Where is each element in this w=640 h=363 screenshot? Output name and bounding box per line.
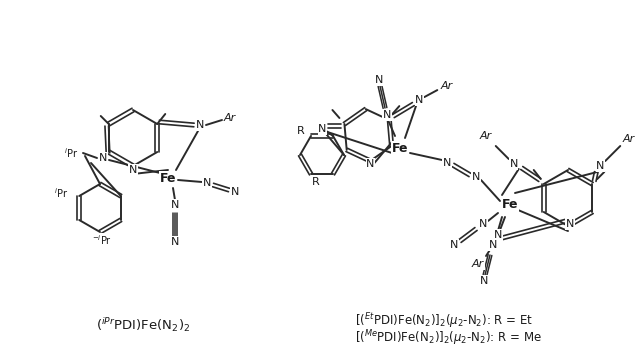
Text: R: R — [297, 126, 305, 136]
Text: Ar: Ar — [472, 259, 484, 269]
Text: N: N — [129, 165, 137, 175]
Text: Ar: Ar — [622, 134, 634, 144]
Text: N: N — [472, 172, 480, 182]
Text: [($^{Me}$PDI)Fe(N$_2$)]$_2$($\mu_2$-N$_2$): R = Me: [($^{Me}$PDI)Fe(N$_2$)]$_2$($\mu_2$-N$_2… — [355, 328, 542, 348]
Text: N: N — [489, 240, 497, 250]
Text: R: R — [312, 177, 320, 187]
Text: Ar: Ar — [479, 131, 492, 141]
Text: Fe: Fe — [502, 199, 518, 212]
Text: N: N — [480, 276, 488, 286]
Text: Fe: Fe — [392, 142, 408, 155]
Text: N: N — [171, 237, 179, 247]
Text: N: N — [415, 95, 424, 105]
Text: N: N — [443, 158, 451, 168]
Text: N: N — [366, 159, 374, 169]
Text: $^{-i}$Pr: $^{-i}$Pr — [92, 233, 112, 247]
Text: Ar: Ar — [224, 113, 236, 123]
Text: N: N — [375, 75, 383, 85]
Text: N: N — [203, 178, 211, 188]
Text: N: N — [318, 124, 326, 134]
Text: $^i$Pr: $^i$Pr — [54, 186, 68, 200]
Text: $^i$Pr: $^i$Pr — [64, 146, 78, 160]
Text: Fe: Fe — [160, 171, 176, 184]
Text: N: N — [566, 219, 574, 229]
Text: Ar: Ar — [440, 81, 452, 91]
Text: [($^{Et}$PDI)Fe(N$_2$)]$_2$($\mu_2$-N$_2$): R = Et: [($^{Et}$PDI)Fe(N$_2$)]$_2$($\mu_2$-N$_2… — [355, 311, 533, 331]
Text: N: N — [99, 153, 107, 163]
Text: N: N — [171, 200, 179, 210]
Text: N: N — [479, 219, 487, 229]
Text: ($^{iPr}$PDI)Fe(N$_2$)$_2$: ($^{iPr}$PDI)Fe(N$_2$)$_2$ — [96, 316, 190, 334]
Text: N: N — [196, 120, 204, 130]
Text: N: N — [383, 110, 391, 120]
Text: N: N — [450, 240, 458, 250]
Text: N: N — [509, 159, 518, 169]
Text: N: N — [231, 187, 239, 197]
Text: N: N — [494, 230, 502, 240]
Text: N: N — [596, 161, 604, 171]
